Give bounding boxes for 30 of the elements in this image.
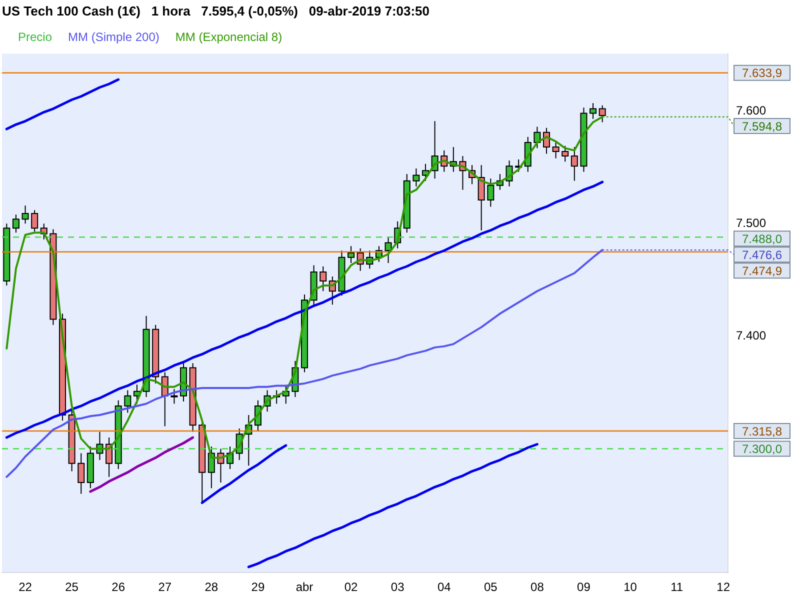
ref-line-label: 7.315,8 xyxy=(742,424,782,438)
x-tick-label: 03 xyxy=(390,580,405,594)
chart-title: US Tech 100 Cash (1€) 1 hora 7.595,4 (-0,05%) 09-abr-2019 7:03:50 xyxy=(2,3,430,18)
x-tick-label: 28 xyxy=(204,580,218,594)
text: Precio xyxy=(18,30,52,44)
y-tick-label: 7.600 xyxy=(736,103,766,118)
ref-line-label: 7.633,9 xyxy=(742,66,782,80)
x-tick-label: 12 xyxy=(716,580,730,594)
ref-line-label: 7.474,9 xyxy=(742,264,782,278)
x-tick-label: 22 xyxy=(18,580,32,594)
ref-line-label: 7.300,0 xyxy=(742,442,782,456)
x-tick-label: 29 xyxy=(251,580,265,594)
text: MM (Simple 200) xyxy=(68,30,160,44)
x-tick-label: abr xyxy=(296,580,314,594)
y-tick-label: 7.400 xyxy=(736,328,766,342)
y-tick-label: 7.500 xyxy=(736,216,766,230)
x-tick-label: 26 xyxy=(112,580,126,594)
x-tick-label: 11 xyxy=(670,580,684,594)
x-tick-label: 27 xyxy=(158,580,172,594)
x-tick-label: 25 xyxy=(65,580,79,594)
data-label: 7.476,6 xyxy=(742,248,782,262)
x-tick-label: 02 xyxy=(344,580,358,594)
x-tick-label: 10 xyxy=(624,580,638,594)
data-label: 7.594,8 xyxy=(742,119,782,134)
x-tick-label: 09 xyxy=(577,580,591,594)
x-tick-label: 08 xyxy=(530,580,544,594)
text: MM (Exponencial 8) xyxy=(175,30,282,44)
ref-line-label: 7.488,0 xyxy=(742,232,782,246)
x-tick-label: 05 xyxy=(484,580,498,594)
x-tick-label: 04 xyxy=(437,580,452,594)
